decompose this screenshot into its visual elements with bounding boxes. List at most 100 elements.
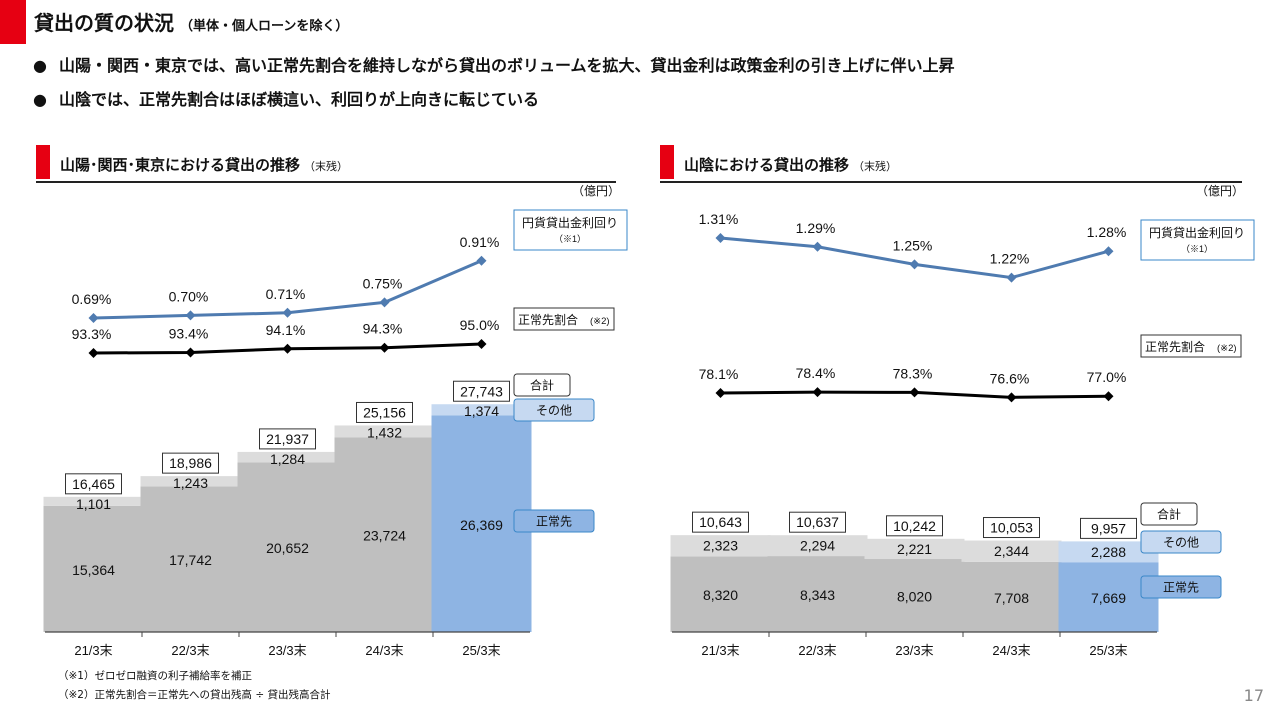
bar-label-other: 1,374 <box>464 403 499 419</box>
line-data-label: 1.31% <box>699 211 739 227</box>
page-number: 17 <box>1243 686 1264 705</box>
bar-total-label-box <box>65 473 122 495</box>
unit-label-right: （億円） <box>1196 184 1245 198</box>
line-marker <box>282 307 293 318</box>
bar-other-left <box>334 425 435 438</box>
legend-rate-note: （※1） <box>1181 244 1213 254</box>
bar-other-right <box>767 535 868 557</box>
bullet-2: ● 山陰では、正常先割合はほぼ横這い、利回りが上向きに転じている <box>33 86 539 110</box>
bar-total-label: 21,937 <box>266 431 309 447</box>
bar-label-normal: 8,343 <box>800 587 835 603</box>
bar-total-label-box <box>886 515 943 537</box>
line-data-label: 1.29% <box>796 220 836 236</box>
bar-total-label-box <box>692 511 749 533</box>
bar-label-other: 2,323 <box>703 538 738 554</box>
line-data-label: 77.0% <box>1087 369 1127 385</box>
line-marker <box>379 297 390 308</box>
section-title-right: 山陰における貸出の推移 （末残） <box>684 154 897 175</box>
line-data-label: 0.71% <box>266 286 306 302</box>
bar-total-label-box <box>259 428 316 450</box>
bar-normal-left <box>334 437 435 632</box>
legend-ratio-label: 正常先割合 <box>518 312 578 327</box>
bar-other-left <box>43 496 144 506</box>
line-data-label: 0.70% <box>169 288 209 304</box>
page-subtitle: （単体・個人ローンを除く） <box>180 19 349 34</box>
bar-other-right <box>864 538 965 560</box>
bar-label-normal: 8,320 <box>703 587 738 603</box>
bar-total-label: 27,743 <box>460 383 503 399</box>
bar-other-left <box>431 404 532 416</box>
bar-total-label: 9,957 <box>1091 520 1126 536</box>
line-marker <box>476 338 487 349</box>
line-data-label: 1.28% <box>1087 224 1127 240</box>
line-data-label: 93.4% <box>169 325 209 341</box>
bar-label-other: 1,432 <box>367 424 402 440</box>
bar-total-label-box <box>162 452 219 474</box>
page-title: 貸出の質の状況 （単体・個人ローンを除く） <box>34 7 348 36</box>
line-marker <box>909 259 920 270</box>
line-marker <box>88 313 99 323</box>
bar-normal-right <box>670 556 771 632</box>
line-data-label: 0.75% <box>363 275 403 291</box>
legend-other: その他 <box>1163 536 1199 550</box>
bullet-dot: ● <box>33 56 47 75</box>
footnote-2: （※2）正常先割合＝正常先への貸出残高 ÷ 貸出残高合計 <box>58 689 331 701</box>
legend-ratio-box <box>513 307 615 331</box>
section-title-right-text: 山陰における貸出の推移 <box>684 156 850 174</box>
x-tick-label: 21/3末 <box>701 643 739 658</box>
bullet-dot: ● <box>33 90 47 109</box>
bar-total-label: 18,986 <box>169 455 212 471</box>
bullet-2-text: 山陰では、正常先割合はほぼ横這い、利回りが上向きに転じている <box>59 90 540 109</box>
bar-other-left <box>140 476 241 487</box>
bar-label-other: 2,221 <box>897 541 932 557</box>
bar-other-right <box>670 535 771 557</box>
x-tick-label: 22/3末 <box>171 643 209 658</box>
line-marker <box>715 388 726 398</box>
line-data-label: 78.3% <box>893 365 933 381</box>
bar-label-normal: 26,369 <box>460 517 503 533</box>
legend-rate-label: 円貨貸出金利回り <box>522 215 618 230</box>
x-tick-label: 23/3末 <box>268 643 306 658</box>
bar-normal-left <box>237 462 338 632</box>
bar-label-normal: 20,652 <box>266 540 309 556</box>
line-data-label: 0.69% <box>72 291 112 307</box>
line-marker <box>1006 392 1017 403</box>
bar-normal-right <box>864 559 965 632</box>
section-accent-mark <box>660 145 674 179</box>
line-data-label: 78.1% <box>699 366 739 382</box>
line-marker <box>909 387 920 398</box>
section-accent-mark <box>36 145 50 179</box>
bar-other-left <box>237 451 338 463</box>
bar-label-other: 1,101 <box>76 496 111 512</box>
legend-rate-box <box>1140 219 1255 261</box>
x-tick-label: 25/3末 <box>462 643 500 658</box>
bar-other-right <box>1058 541 1159 563</box>
title-accent-bar <box>0 0 26 44</box>
x-tick-label: 23/3末 <box>895 643 933 658</box>
section-suffix-left: （末残） <box>304 160 349 173</box>
legend-other-badge <box>513 398 595 422</box>
bar-total-label-box <box>356 401 413 423</box>
x-tick-label: 22/3末 <box>798 643 836 658</box>
bar-total-label: 25,156 <box>363 405 406 421</box>
legend-other: その他 <box>536 404 572 418</box>
page-title-text: 貸出の質の状況 <box>34 11 174 35</box>
line-marker <box>812 387 823 398</box>
line-marker <box>185 347 196 358</box>
bar-normal-left <box>43 505 144 632</box>
section-header-right: 山陰における貸出の推移 （末残） <box>660 145 1242 183</box>
legend-total-badge <box>513 373 571 397</box>
line-data-label: 95.0% <box>460 317 500 333</box>
line-data-label: 0.91% <box>460 234 500 250</box>
line-marker <box>88 348 99 358</box>
x-tick-label: 21/3末 <box>74 643 112 658</box>
legend-rate-label: 円貨貸出金利回り <box>1149 225 1245 240</box>
line-marker <box>1103 246 1114 257</box>
line-marker <box>715 233 726 243</box>
legend-normal: 正常先 <box>1163 581 1199 595</box>
bar-total-label: 10,643 <box>699 514 742 530</box>
line-data-label: 1.25% <box>893 237 933 253</box>
legend-total: 合計 <box>1157 507 1181 522</box>
legend-rate-note: （※1） <box>554 234 586 244</box>
